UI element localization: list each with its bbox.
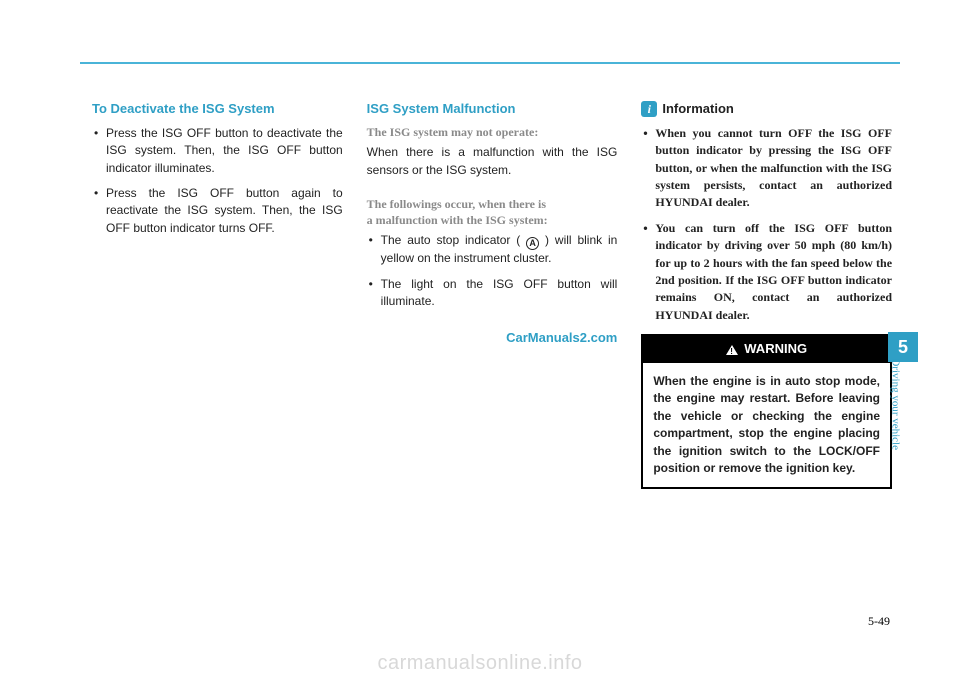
warning-heading: WARNING [643,336,890,363]
warning-triangle-icon [726,345,738,355]
info-heading: i Information [641,100,892,119]
footer-watermark: carmanualsonline.info [0,652,960,675]
col2-sub1-text: When there is a malfunction with the ISG… [367,144,618,179]
warning-box: WARNING When the engine is in auto stop … [641,334,892,489]
info-label: Information [662,100,734,119]
list-item: You can turn off the ISG OFF button indi… [641,220,892,324]
list-item: The light on the ISG OFF button will ill… [367,276,618,311]
list-item: The auto stop indicator ( A ) will blink… [367,232,618,267]
mid-watermark: CarManuals2.com [367,329,618,348]
warning-label: WARNING [744,340,807,359]
list-item: Press the ISG OFF button to deactivate t… [92,125,343,177]
col2-sub2: The followings occur, when there is a ma… [367,197,618,310]
column-2: ISG System Malfunction The ISG system ma… [367,100,618,489]
info-icon: i [641,101,657,117]
list-item: Press the ISG OFF button again to reacti… [92,185,343,237]
text-pre: The auto stop indicator ( [381,233,521,247]
col2-sub1-heading: The ISG system may not operate: [367,125,618,141]
list-item: When you cannot turn OFF the ISG OFF but… [641,125,892,212]
column-3: i Information When you cannot turn OFF t… [641,100,892,489]
warning-body: When the engine is in auto stop mode, th… [643,363,890,487]
chapter-label: Driving your vehicle [890,358,902,450]
top-rule [80,62,900,64]
col2-heading: ISG System Malfunction [367,100,618,119]
heading-line: The followings occur, when there is [367,197,546,211]
col1-heading: To Deactivate the ISG System [92,100,343,119]
col2-sub2-list: The auto stop indicator ( A ) will blink… [367,232,618,310]
page-number: 5-49 [868,614,890,629]
info-list: When you cannot turn OFF the ISG OFF but… [641,125,892,324]
col2-sub1: The ISG system may not operate: When the… [367,125,618,179]
page-body: To Deactivate the ISG System Press the I… [92,100,892,489]
col1-list: Press the ISG OFF button to deactivate t… [92,125,343,237]
heading-line: a malfunction with the ISG system: [367,213,548,227]
column-1: To Deactivate the ISG System Press the I… [92,100,343,489]
col2-sub2-heading: The followings occur, when there is a ma… [367,197,618,228]
autostop-icon: A [526,237,539,250]
